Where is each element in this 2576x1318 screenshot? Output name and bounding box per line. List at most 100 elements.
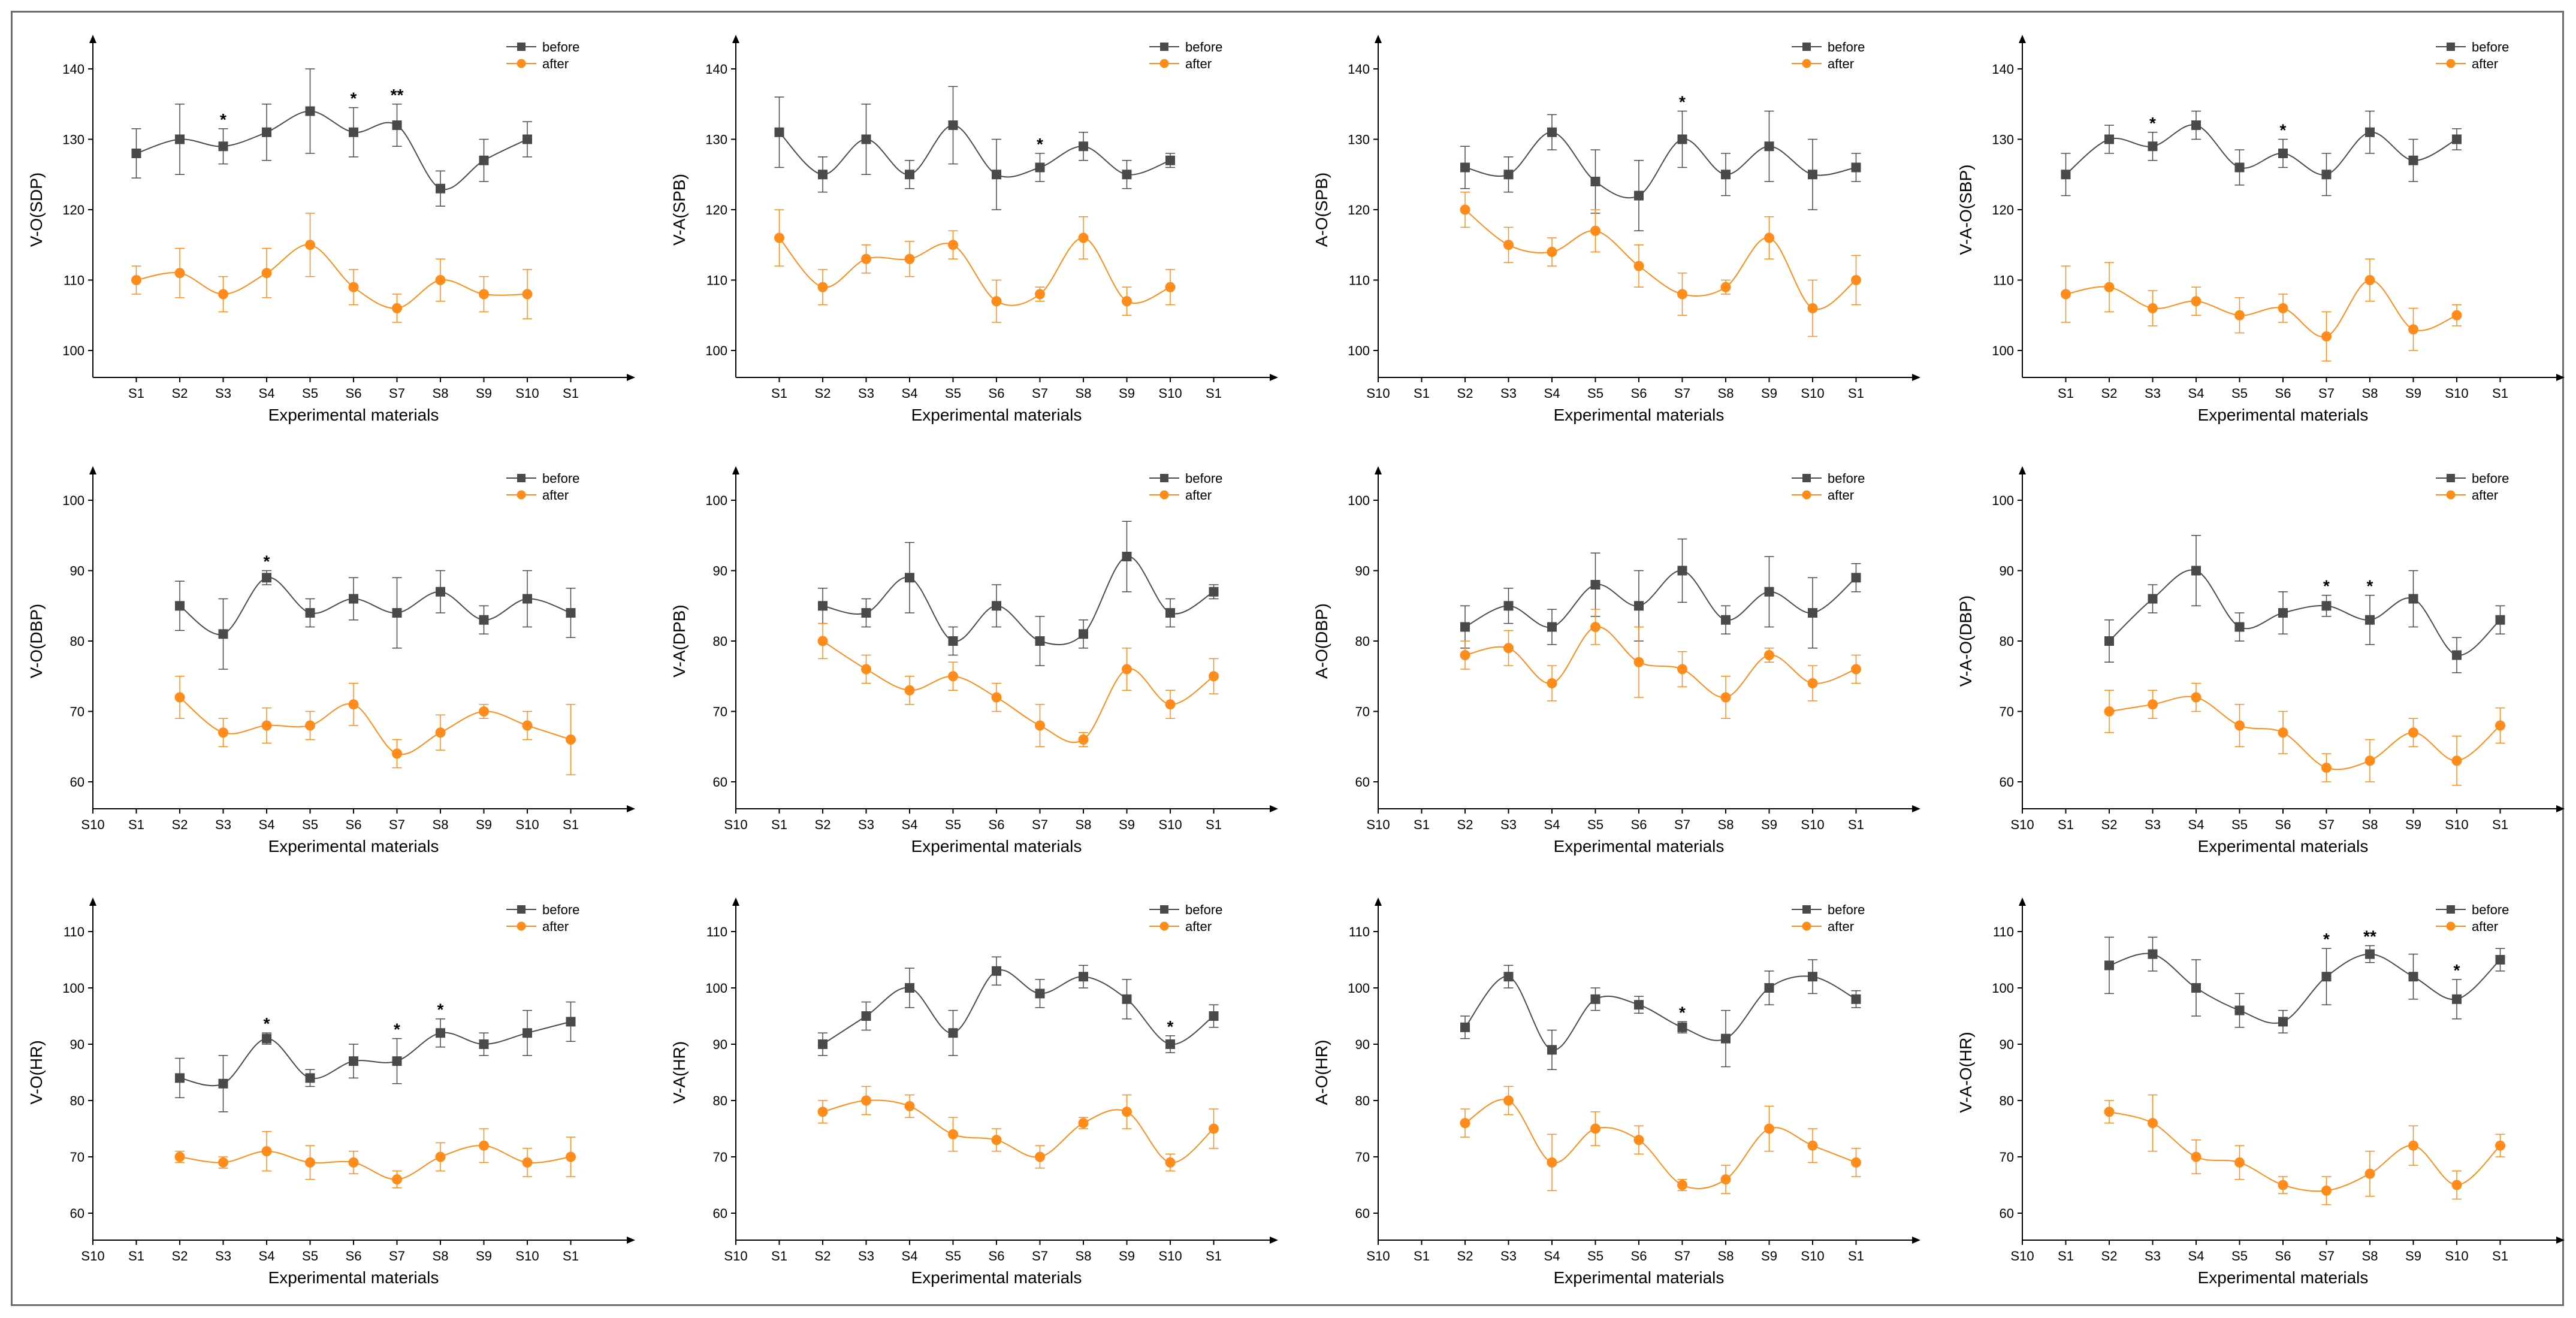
legend-label-before: before xyxy=(542,40,579,55)
data-point-circle xyxy=(1764,1123,1774,1134)
y-axis-label: V-A(HR) xyxy=(670,1041,688,1104)
data-point-circle xyxy=(1764,232,1774,243)
x-tick-label: S5 xyxy=(945,386,961,401)
data-point-circle xyxy=(1035,289,1045,300)
data-point-square xyxy=(1165,608,1175,618)
x-tick-label: S9 xyxy=(1761,386,1777,401)
x-tick-label: S10 xyxy=(515,386,539,401)
series-after xyxy=(774,209,1176,323)
data-point-square xyxy=(1165,155,1175,165)
data-point-square xyxy=(2452,650,2462,660)
figure-frame xyxy=(11,11,2564,1306)
legend-marker-circle xyxy=(1802,59,1811,68)
series-before xyxy=(2104,535,2505,673)
legend-marker-circle xyxy=(517,490,526,500)
data-point-circle xyxy=(348,699,359,710)
y-axis-label: V-A-O(HR) xyxy=(1956,1032,1975,1113)
data-point-square xyxy=(2148,141,2158,152)
y-tick-label: 90 xyxy=(713,1037,727,1052)
data-point-circle xyxy=(1209,671,1219,682)
data-point-circle xyxy=(904,685,915,696)
data-point-circle xyxy=(2234,720,2245,731)
data-point-square xyxy=(861,134,871,144)
legend-label-before: before xyxy=(542,471,579,486)
legend-marker-square xyxy=(2447,43,2455,51)
data-point-square xyxy=(2278,608,2288,618)
data-point-circle xyxy=(522,1157,533,1168)
data-point-square xyxy=(1590,994,1600,1004)
y-tick-label: 60 xyxy=(2000,1206,2014,1221)
series-line-after xyxy=(778,237,1171,306)
data-point-square xyxy=(1721,1033,1731,1044)
series-after xyxy=(174,1128,576,1189)
data-point-square xyxy=(2365,949,2375,959)
series-before xyxy=(2061,110,2462,197)
x-tick-label: S2 xyxy=(172,1249,188,1263)
y-tick-label: 140 xyxy=(1348,62,1370,77)
y-axis-arrow-icon xyxy=(89,897,96,906)
data-point-square xyxy=(1079,629,1088,639)
x-tick-label: S4 xyxy=(1544,817,1560,832)
y-tick-label: 120 xyxy=(705,202,727,217)
data-point-square xyxy=(861,608,871,618)
x-axis-arrow-icon xyxy=(2556,805,2565,812)
x-tick-label: S7 xyxy=(2318,817,2335,832)
x-tick-label: S6 xyxy=(989,1249,1005,1263)
x-tick-label: S10 xyxy=(2010,1249,2034,1263)
series-line-after xyxy=(136,244,528,309)
data-point-square xyxy=(2365,615,2375,625)
x-tick-label: S8 xyxy=(1718,386,1734,401)
chart-panel-10: 60 70 80 90 100 110 S10 S1 S2 S3 S4 S5 S6 S7 S8 S9 S10 S1… xyxy=(670,897,1278,1287)
x-tick-label: S10 xyxy=(1366,386,1390,401)
x-tick-label: S6 xyxy=(989,817,1005,832)
data-point-square xyxy=(1035,162,1045,173)
x-tick-label: S5 xyxy=(302,386,318,401)
data-point-circle xyxy=(2278,1180,2288,1190)
y-tick-label: 120 xyxy=(1348,202,1370,217)
data-point-circle xyxy=(948,240,958,250)
data-point-circle xyxy=(2495,1140,2505,1151)
data-point-square xyxy=(2321,601,2332,611)
data-point-circle xyxy=(174,692,185,703)
data-point-circle xyxy=(1460,650,1470,660)
data-point-circle xyxy=(861,253,871,264)
data-point-circle xyxy=(2364,1168,2375,1179)
x-tick-label: S1 xyxy=(1848,817,1864,832)
data-point-circle xyxy=(392,1174,402,1185)
data-point-square xyxy=(218,629,228,639)
x-tick-label: S6 xyxy=(1631,386,1647,401)
data-point-square xyxy=(774,127,784,137)
data-point-circle xyxy=(1078,734,1089,745)
data-point-circle xyxy=(1720,692,1731,703)
y-tick-label: 110 xyxy=(1993,924,2014,939)
data-point-square xyxy=(436,1028,445,1038)
series-line-after xyxy=(1464,209,1857,310)
y-tick-label: 80 xyxy=(2000,634,2014,649)
data-point-circle xyxy=(2451,755,2462,766)
data-point-square xyxy=(948,636,958,646)
y-tick-label: 110 xyxy=(1993,273,2014,288)
series-line-before xyxy=(1464,975,1856,1051)
x-axis-label: Experimental materials xyxy=(268,406,439,424)
data-point-circle xyxy=(1590,225,1600,236)
data-point-circle xyxy=(1122,296,1132,307)
y-tick-label: 60 xyxy=(1355,1206,1370,1221)
x-tick-label: S1 xyxy=(1206,386,1222,401)
data-point-circle xyxy=(2104,706,2115,717)
data-point-square xyxy=(1851,162,1861,173)
data-point-square xyxy=(2278,1017,2288,1027)
data-point-square xyxy=(948,120,958,130)
x-tick-label: S1 xyxy=(1206,817,1222,832)
y-tick-label: 70 xyxy=(713,1150,727,1165)
series-line-after xyxy=(2065,279,2457,338)
data-point-circle xyxy=(566,1151,576,1162)
data-point-circle xyxy=(348,282,359,292)
x-tick-label: S5 xyxy=(2231,817,2248,832)
x-tick-label: S4 xyxy=(259,1249,275,1263)
data-point-circle xyxy=(1503,643,1514,654)
data-point-circle xyxy=(774,232,784,243)
legend-label-before: before xyxy=(1828,902,1865,917)
data-point-circle xyxy=(1677,289,1687,300)
y-tick-label: 130 xyxy=(705,132,727,147)
data-point-square xyxy=(392,1056,402,1066)
